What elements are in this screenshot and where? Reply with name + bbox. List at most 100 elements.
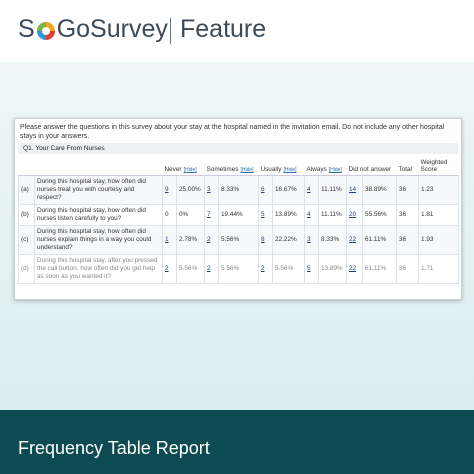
percent: 5.56% [218,254,259,284]
count-cell: 4 [304,204,319,226]
row-id: (a) [18,175,35,205]
count-cell: 0 [162,204,177,226]
percent: 11.11% [318,175,347,205]
report-card: Please answer the questions in this surv… [14,118,462,300]
count-cell: 3 [204,175,219,205]
column-header: Never [Hide] [162,157,205,176]
frequency-table: Never [Hide] Sometimes [Hide] Usually [Hide] A… [18,157,460,284]
count[interactable]: 2 [207,265,211,272]
count[interactable]: 2 [207,236,211,243]
count[interactable]: 3 [307,236,311,243]
percent: 22.22% [272,225,305,255]
row-id: (b) [18,204,35,226]
column-label: Always [306,166,327,173]
count[interactable]: 3 [207,186,211,193]
column-header: Did not answer [346,157,397,176]
column-label: Usually [260,166,282,173]
count[interactable]: 5 [307,265,311,272]
footer: Frequency Table Report [0,410,474,474]
percent: 61.11% [361,254,398,284]
count[interactable]: 2 [165,265,169,272]
count-cell: 22 [346,225,363,255]
count-cell: 2 [204,254,219,284]
total: 36 [396,204,420,226]
count[interactable]: 20 [349,211,357,218]
count-cell: 9 [162,175,177,205]
total: 36 [396,225,420,255]
weighted-score: 1.71 [418,254,460,284]
footer-title: Frequency Table Report [18,438,210,458]
count[interactable]: 14 [349,186,357,193]
count-cell: 20 [346,204,363,226]
percent: 13.89% [272,204,305,226]
brand-start: S [18,15,35,43]
count-cell: 2 [258,254,273,284]
total: 36 [396,175,420,205]
question-text: During this hospital stay, how often did… [34,204,163,226]
header: S GoSurvey Feature [0,0,474,62]
percent: 5.56% [218,225,259,255]
column-header: Always [Hide] [304,157,347,176]
count[interactable]: 22 [349,236,357,243]
count-cell: 4 [304,175,319,205]
column-label: Did not answer [348,166,392,173]
weighted-score: 1.93 [418,225,460,255]
instructions: Please answer the questions in this surv… [20,124,445,140]
count[interactable]: 2 [261,265,265,272]
count-cell: 14 [346,175,363,205]
percent: 25.00% [176,175,205,205]
count-cell: 22 [346,254,363,284]
row-id: (d) [18,254,35,284]
total-header: Total [396,157,419,176]
table-body: (a) During this hospital stay, how often … [18,175,460,284]
hide-link[interactable]: [Hide] [183,167,197,173]
percent: 5.56% [176,254,205,284]
column-header: Usually [Hide] [258,157,305,176]
row-id: (c) [18,225,35,255]
brand-end: GoSurvey [56,15,168,43]
weighted-score: 1.23 [418,175,460,205]
percent: 8.33% [318,225,347,255]
count-cell: 3 [304,225,319,255]
count[interactable]: 8 [261,236,265,243]
count[interactable]: 9 [165,186,169,193]
count[interactable]: 7 [207,211,211,218]
separator [170,18,171,44]
count[interactable]: 4 [307,211,311,218]
count-cell: 2 [162,254,177,284]
count: 0 [165,211,169,218]
count-cell: 5 [304,254,319,284]
count-cell: 5 [258,204,273,226]
percent: 19.44% [218,204,259,226]
score-header: Weighted Score [418,157,459,176]
column-label: Sometimes [206,166,239,173]
header-blank [18,157,163,176]
weighted-score: 1.81 [418,204,460,226]
header-row: Never [Hide] Sometimes [Hide] Usually [Hide] A… [18,157,459,176]
logo-icon [36,22,55,40]
percent: 2.78% [176,225,205,255]
hide-link[interactable]: [Hide] [240,167,254,173]
count-cell: 1 [162,225,177,255]
percent: 0% [176,204,205,226]
question-text: During this hospital stay, after you pre… [34,254,163,284]
table-row: (b) During this hospital stay, how often … [18,204,460,226]
count-cell: 6 [258,175,273,205]
question-text: During this hospital stay, how often did… [34,175,163,205]
total: 36 [396,254,420,284]
count[interactable]: 1 [165,236,169,243]
count[interactable]: 4 [307,186,311,193]
count[interactable]: 5 [261,211,265,218]
percent: 13.89% [318,254,347,284]
column-label: Never [164,166,182,173]
hide-link[interactable]: [Hide] [283,167,297,173]
count[interactable]: 6 [261,186,265,193]
section-title: Feature [180,15,267,43]
count-cell: 8 [258,225,273,255]
hide-link[interactable]: [Hide] [328,167,342,173]
count[interactable]: 22 [349,265,357,272]
question-text: During this hospital stay, how often did… [34,225,163,255]
question-title: Q1. Your Care From Nurses [18,143,458,154]
